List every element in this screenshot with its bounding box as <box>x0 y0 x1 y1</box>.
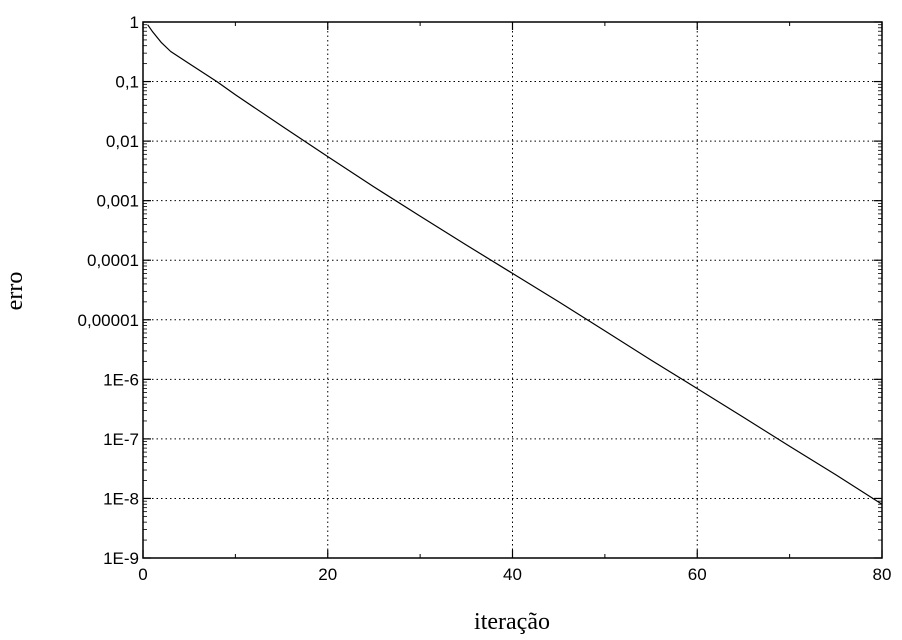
x-tick-labels: 0 20 40 60 80 <box>138 565 891 584</box>
x-tick-label: 0 <box>138 565 147 584</box>
y-tick-label: 0,01 <box>106 132 139 151</box>
plot-frame <box>142 21 883 559</box>
y-tick-label: 0,00001 <box>78 311 139 330</box>
y-tick-label: 0,001 <box>96 192 139 211</box>
major-ticks <box>142 21 883 559</box>
y-tick-label: 0,1 <box>115 73 139 92</box>
x-tick-label: 20 <box>318 565 337 584</box>
y-tick-label: 1 <box>130 13 139 32</box>
error-series-line <box>147 24 883 505</box>
x-tick-label: 80 <box>873 565 892 584</box>
y-tick-label: 1E-7 <box>103 430 139 449</box>
y-tick-labels: 1 0,1 0,01 0,001 0,0001 0,00001 1E-6 1E-7 1E-8 1E… <box>78 13 139 568</box>
y-tick-label: 1E-9 <box>103 549 139 568</box>
grid-lines <box>143 22 882 558</box>
x-tick-label: 40 <box>503 565 522 584</box>
x-tick-label: 60 <box>688 565 707 584</box>
series-layer <box>147 24 883 505</box>
y-tick-label: 0,0001 <box>87 251 139 270</box>
x-axis-title: iteração <box>474 609 550 635</box>
y-tick-label: 1E-6 <box>103 370 139 389</box>
y-tick-label: 1E-8 <box>103 489 139 508</box>
y-axis-title: erro <box>2 272 28 311</box>
